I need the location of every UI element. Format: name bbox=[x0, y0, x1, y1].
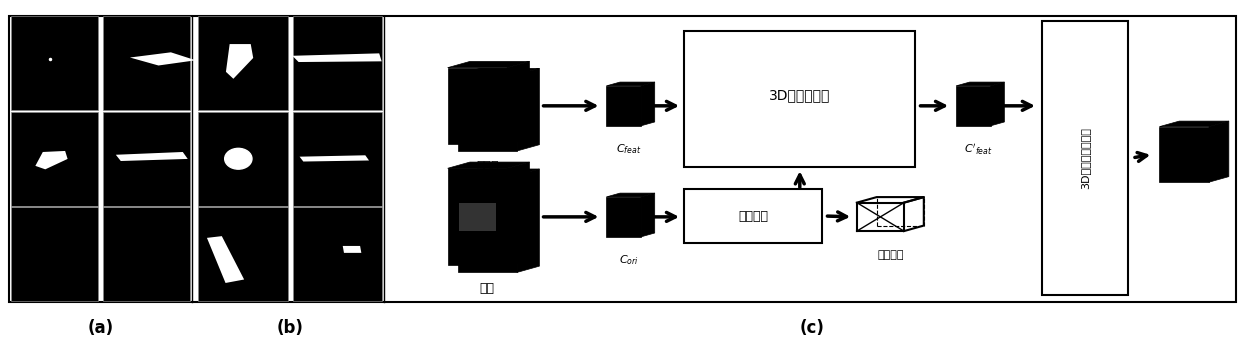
Polygon shape bbox=[1209, 121, 1229, 182]
FancyBboxPatch shape bbox=[293, 112, 382, 206]
FancyBboxPatch shape bbox=[293, 207, 382, 301]
Polygon shape bbox=[606, 197, 641, 237]
FancyBboxPatch shape bbox=[1042, 21, 1128, 295]
Polygon shape bbox=[458, 75, 517, 151]
FancyBboxPatch shape bbox=[9, 16, 1236, 302]
Text: $C_{feat}$: $C_{feat}$ bbox=[616, 142, 641, 156]
Polygon shape bbox=[641, 193, 655, 237]
Polygon shape bbox=[458, 175, 517, 272]
Polygon shape bbox=[448, 162, 529, 168]
Text: 原图: 原图 bbox=[480, 281, 495, 295]
Text: $C_{ori}$: $C_{ori}$ bbox=[619, 253, 639, 267]
Polygon shape bbox=[991, 82, 1004, 126]
Polygon shape bbox=[956, 86, 991, 126]
Polygon shape bbox=[300, 155, 370, 162]
Text: 3D仿射变换层: 3D仿射变换层 bbox=[769, 88, 831, 102]
Polygon shape bbox=[448, 68, 507, 144]
FancyBboxPatch shape bbox=[293, 16, 382, 110]
FancyBboxPatch shape bbox=[198, 207, 288, 301]
FancyBboxPatch shape bbox=[11, 16, 98, 110]
Text: 血管方向: 血管方向 bbox=[877, 251, 904, 260]
Polygon shape bbox=[1159, 121, 1229, 127]
Polygon shape bbox=[641, 82, 655, 126]
Polygon shape bbox=[517, 169, 539, 272]
FancyBboxPatch shape bbox=[198, 112, 288, 206]
Polygon shape bbox=[130, 52, 196, 66]
Ellipse shape bbox=[224, 149, 252, 169]
Text: 3D卷积特征图提取: 3D卷积特征图提取 bbox=[1080, 127, 1090, 189]
Polygon shape bbox=[517, 68, 539, 151]
Polygon shape bbox=[448, 168, 507, 265]
Polygon shape bbox=[507, 61, 529, 144]
Polygon shape bbox=[458, 169, 539, 175]
Polygon shape bbox=[1159, 127, 1209, 182]
Text: (a): (a) bbox=[87, 319, 114, 337]
Polygon shape bbox=[956, 82, 1004, 86]
FancyBboxPatch shape bbox=[684, 31, 915, 167]
Polygon shape bbox=[226, 44, 253, 79]
Polygon shape bbox=[207, 236, 244, 283]
Polygon shape bbox=[342, 246, 361, 253]
FancyBboxPatch shape bbox=[198, 16, 288, 110]
FancyBboxPatch shape bbox=[103, 207, 190, 301]
Polygon shape bbox=[606, 86, 641, 126]
Polygon shape bbox=[507, 162, 529, 265]
Text: (b): (b) bbox=[277, 319, 304, 337]
Polygon shape bbox=[459, 203, 496, 231]
Polygon shape bbox=[458, 68, 539, 75]
Polygon shape bbox=[36, 151, 68, 169]
Polygon shape bbox=[448, 61, 529, 68]
FancyBboxPatch shape bbox=[103, 112, 190, 206]
Polygon shape bbox=[115, 152, 187, 161]
FancyBboxPatch shape bbox=[11, 207, 98, 301]
Polygon shape bbox=[606, 82, 655, 86]
Polygon shape bbox=[293, 53, 382, 62]
FancyBboxPatch shape bbox=[11, 112, 98, 206]
FancyBboxPatch shape bbox=[103, 16, 190, 110]
Text: 特征图: 特征图 bbox=[476, 160, 498, 173]
Text: 主成分析: 主成分析 bbox=[738, 210, 769, 222]
Text: $C'_{feat}$: $C'_{feat}$ bbox=[963, 142, 993, 157]
Text: (c): (c) bbox=[800, 319, 825, 337]
FancyBboxPatch shape bbox=[684, 189, 822, 243]
Polygon shape bbox=[606, 193, 655, 197]
